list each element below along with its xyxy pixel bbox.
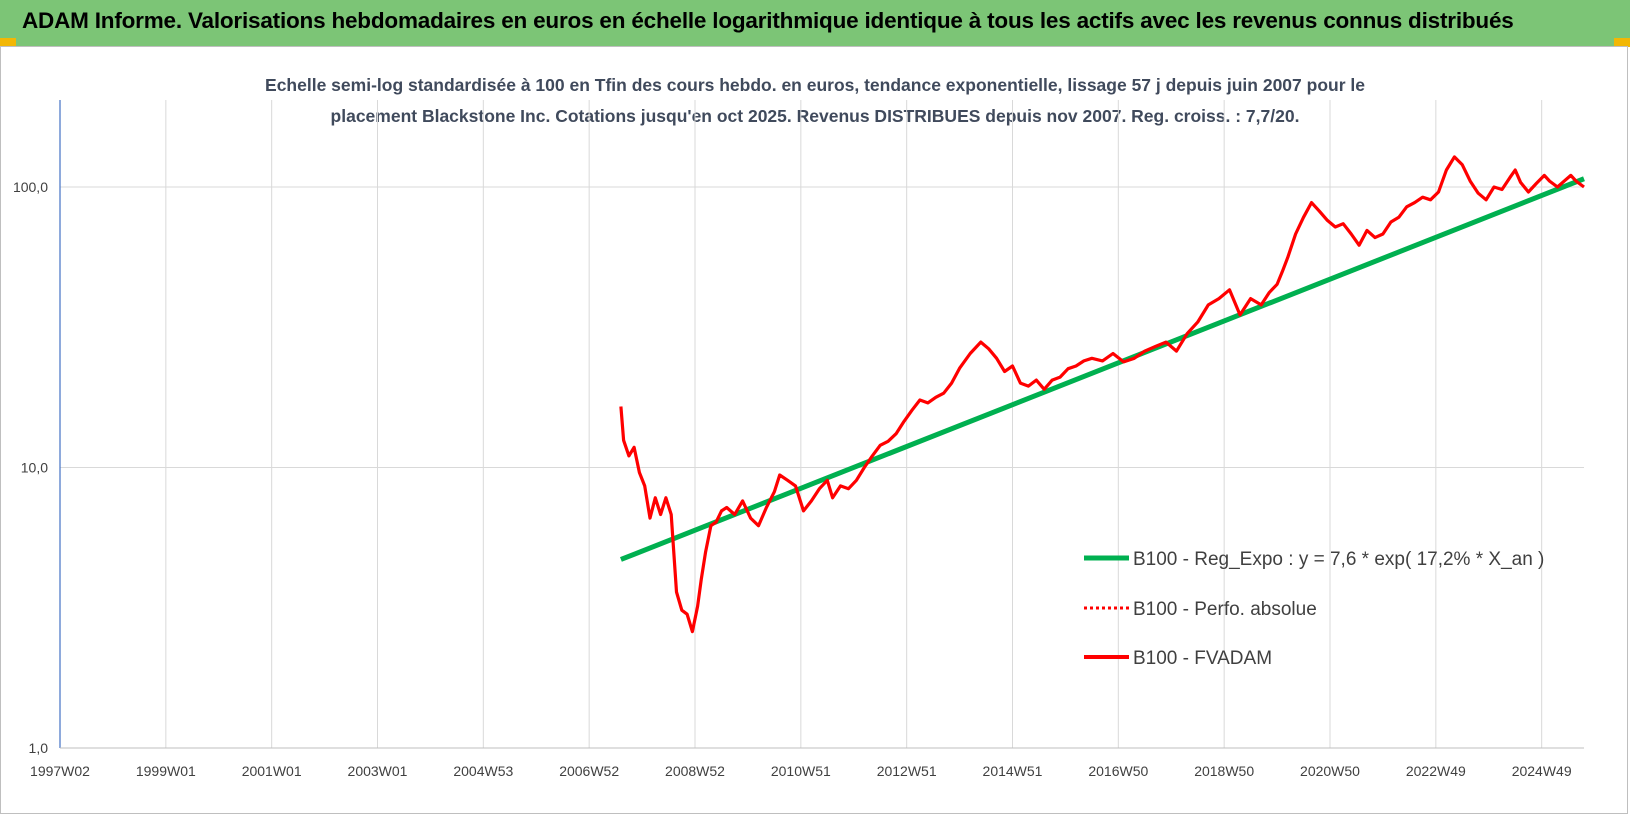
chart-area-frame <box>0 46 1628 814</box>
x-tick-label: 2012W51 <box>877 763 937 779</box>
chart-title-line-2: placement Blackstone Inc. Cotations jusq… <box>330 106 1300 126</box>
x-tick-label: 2014W51 <box>983 763 1043 779</box>
chart-title-line-1: Echelle semi-log standardisée à 100 en T… <box>265 75 1365 95</box>
x-tick-label: 2020W50 <box>1300 763 1360 779</box>
y-tick-label: 100,0 <box>13 179 48 195</box>
x-tick-label: 2010W51 <box>771 763 831 779</box>
x-tick-label: 2016W50 <box>1088 763 1148 779</box>
corner-marker-right <box>1614 38 1630 47</box>
x-tick-label: 2008W52 <box>665 763 725 779</box>
grid-lines <box>60 100 1584 749</box>
report-header-bar: ADAM Informe. Valorisations hebdomadaire… <box>0 0 1630 47</box>
report-title: ADAM Informe. Valorisations hebdomadaire… <box>22 8 1514 33</box>
x-tick-label: 2006W52 <box>559 763 619 779</box>
legend-label: B100 - Reg_Expo : y = 7,6 * exp( 17,2% *… <box>1133 549 1544 570</box>
x-tick-label: 2001W01 <box>242 763 302 779</box>
legend-label: B100 - Perfo. absolue <box>1133 599 1317 620</box>
x-tick-label: 2004W53 <box>453 763 513 779</box>
y-tick-label: 10,0 <box>21 460 48 476</box>
chart-title: Echelle semi-log standardisée à 100 en T… <box>170 70 1460 132</box>
legend: B100 - Reg_Expo : y = 7,6 * exp( 17,2% *… <box>1084 549 1544 669</box>
legend-label: B100 - FVADAM <box>1133 648 1272 669</box>
y-tick-label: 1,0 <box>29 740 49 756</box>
axes: 1997W02 1999W01 2001W01 2003W01 2004W53 2006W… <box>13 100 1584 779</box>
corner-marker-left <box>0 38 16 47</box>
fvadam-line <box>619 155 1585 634</box>
series-lines <box>619 155 1585 634</box>
x-tick-label: 2003W01 <box>348 763 408 779</box>
x-tick-label: 1999W01 <box>136 763 196 779</box>
x-tick-label: 2022W49 <box>1406 763 1466 779</box>
x-tick-label: 1997W02 <box>30 763 90 779</box>
x-tick-label: 2018W50 <box>1194 763 1254 779</box>
x-tick-label: 2024W49 <box>1512 763 1572 779</box>
regression-line <box>619 176 1585 562</box>
